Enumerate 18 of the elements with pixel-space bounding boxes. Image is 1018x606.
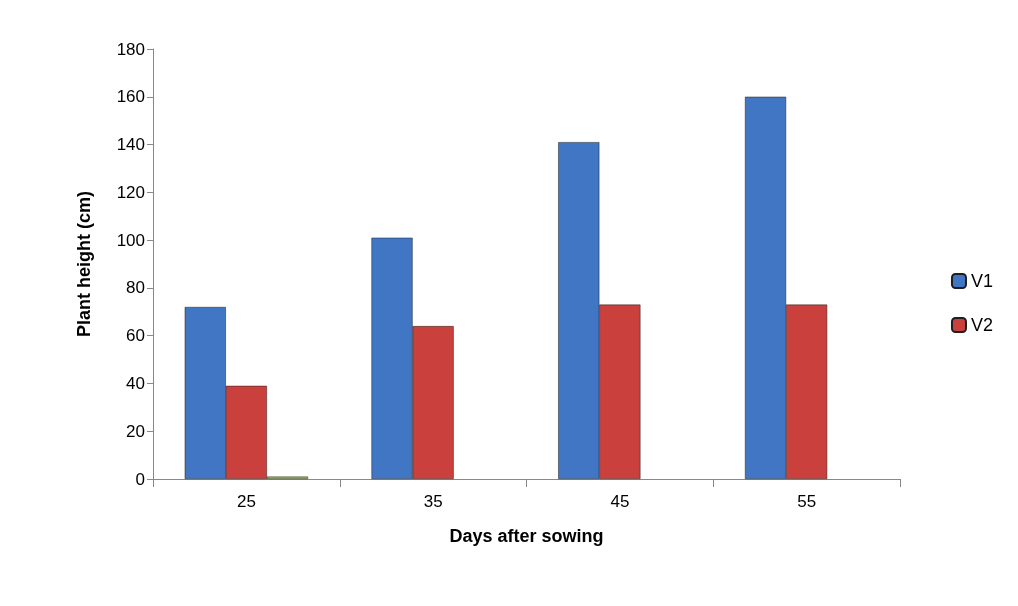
x-tick-label: 45 xyxy=(610,492,630,511)
y-tick-label: 60 xyxy=(126,326,145,346)
y-axis-title: Plant height (cm) xyxy=(74,190,94,338)
y-tick-label: 120 xyxy=(116,182,145,202)
y-tick-label: 40 xyxy=(126,373,145,393)
y-tick-label: 0 xyxy=(135,469,145,489)
x-tick-label: 25 xyxy=(236,492,256,511)
y-tick-label: 180 xyxy=(116,39,145,59)
legend-label: V1 xyxy=(970,271,994,291)
x-tick-label: 55 xyxy=(797,492,817,511)
x-axis-title: Days after sowing xyxy=(449,526,604,546)
y-tick-label: 100 xyxy=(116,230,145,250)
y-tick-label: 80 xyxy=(126,278,145,298)
y-tick-label: 160 xyxy=(116,87,145,107)
y-tick-label: 20 xyxy=(126,421,145,441)
y-tick-label: 140 xyxy=(116,135,145,155)
legend-label: V2 xyxy=(970,315,994,335)
x-tick-label: 35 xyxy=(423,492,443,511)
